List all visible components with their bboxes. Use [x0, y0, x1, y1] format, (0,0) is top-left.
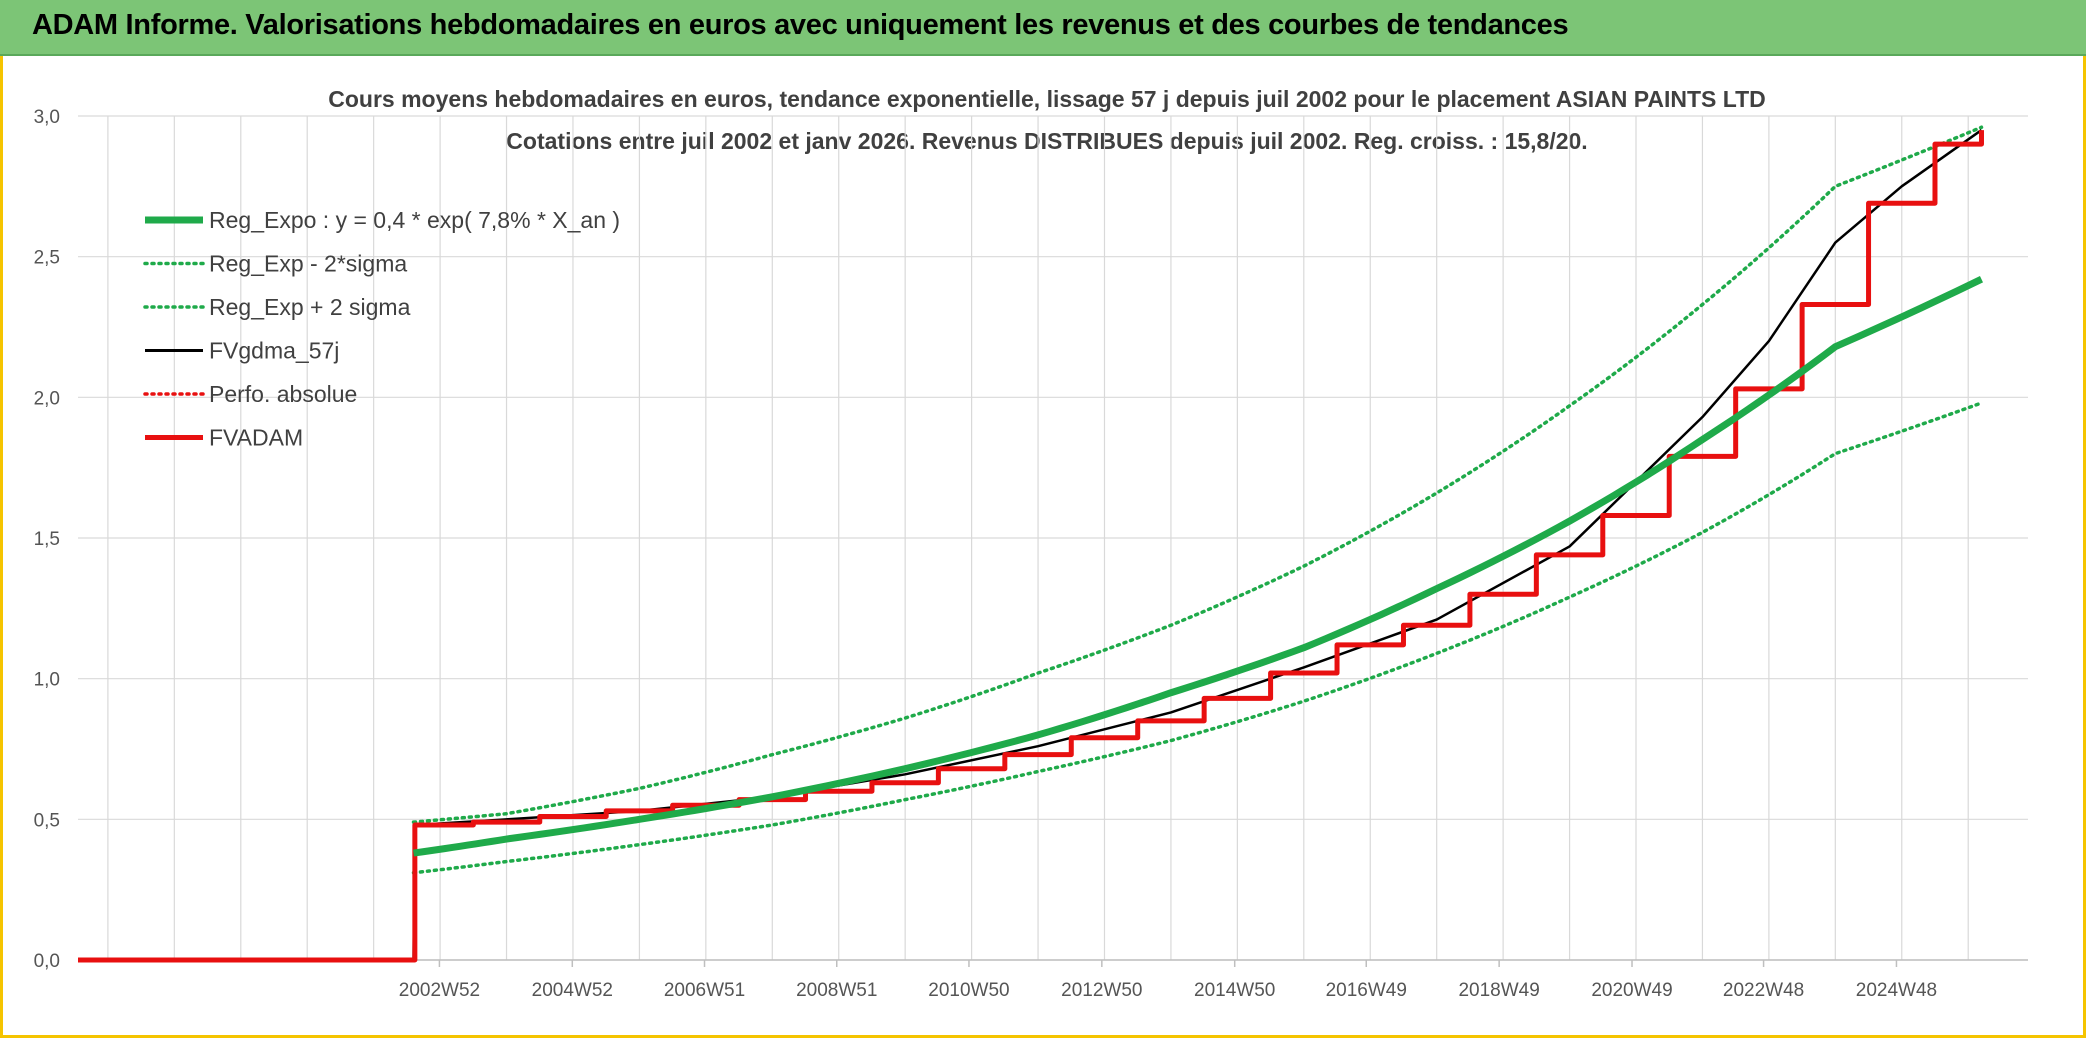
series-line-5 [78, 130, 1984, 963]
series-line-0 [413, 276, 1984, 857]
x-tick-label: 2024W48 [1856, 980, 1937, 1001]
y-tick-label: 2,5 [34, 248, 60, 269]
series-line-2 [411, 125, 1984, 824]
y-tick-label: 1,0 [34, 670, 60, 691]
legend-label: FVADAM [209, 425, 303, 451]
x-tick-label: 2014W50 [1194, 980, 1275, 1001]
y-tick-label: 2,0 [34, 388, 60, 409]
x-tick-label: 2002W52 [399, 980, 480, 1001]
grid-lines [78, 115, 2028, 961]
chart-title: Cours moyens hebdomadaires en euros, ten… [328, 86, 1765, 112]
series-line-1 [411, 401, 1984, 875]
y-tick-label: 3,0 [34, 107, 60, 128]
x-tick-label: 2012W50 [1061, 980, 1142, 1001]
y-tick-label: 1,5 [34, 529, 60, 550]
report-banner: ADAM Informe. Valorisations hebdomadaire… [0, 0, 2086, 56]
legend-label: Perfo. absolue [209, 381, 357, 407]
x-tick-label: 2004W52 [532, 980, 613, 1001]
x-tick-label: 2016W49 [1326, 980, 1407, 1001]
x-tick-label: 2006W51 [664, 980, 745, 1001]
y-tick-label: 0,0 [34, 951, 60, 972]
chart-subtitle: Cotations entre juil 2002 et janv 2026. … [506, 128, 1587, 154]
legend-label: Reg_Expo : y = 0,4 * exp( 7,8% * X_an ) [209, 207, 620, 233]
x-tick-label: 2008W51 [796, 980, 877, 1001]
x-tick-label: 2020W49 [1591, 980, 1672, 1001]
x-tick-label: 2018W49 [1458, 980, 1539, 1001]
legend-label: FVgdma_57j [209, 338, 339, 364]
legend-label: Reg_Exp - 2*sigma [209, 251, 407, 277]
report-title: ADAM Informe. Valorisations hebdomadaire… [32, 9, 1569, 41]
legend-label: Reg_Exp + 2 sigma [209, 294, 411, 320]
x-tick-label: 2022W48 [1723, 980, 1804, 1001]
y-tick-label: 0,5 [34, 810, 60, 831]
valuation-chart: Cours moyens hebdomadaires en euros, ten… [34, 86, 2028, 1001]
series-lines [78, 125, 1984, 963]
axes: 0,0 0,5 1,0 1,5 2,0 2,5 3,0 2002W52 2004W52 2006W… [34, 107, 2028, 1001]
x-tick-label: 2010W50 [928, 980, 1009, 1001]
legend: Reg_Expo : y = 0,4 * exp( 7,8% * X_an ) R… [143, 207, 620, 451]
chart-area: Cours moyens hebdomadaires en euros, ten… [0, 58, 2086, 1035]
